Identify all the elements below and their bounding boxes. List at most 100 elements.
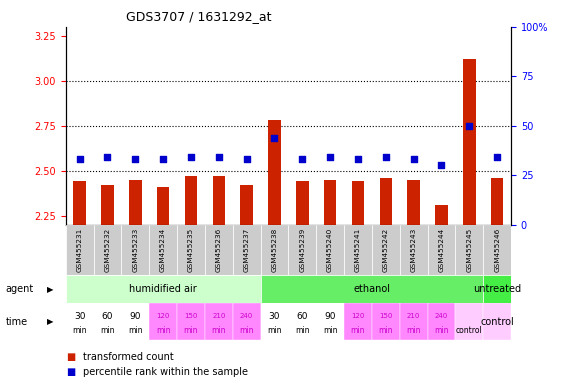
Bar xyxy=(456,225,483,275)
Bar xyxy=(428,225,456,275)
Text: min: min xyxy=(128,326,143,335)
Text: time: time xyxy=(6,317,28,327)
Text: GSM455246: GSM455246 xyxy=(494,227,500,272)
Bar xyxy=(491,178,504,225)
Point xyxy=(159,156,168,162)
Text: min: min xyxy=(379,326,393,335)
Text: 90: 90 xyxy=(324,312,336,321)
Bar xyxy=(456,303,483,340)
Text: ■: ■ xyxy=(66,367,75,377)
Text: GDS3707 / 1631292_at: GDS3707 / 1631292_at xyxy=(126,10,271,23)
Text: 30: 30 xyxy=(74,312,85,321)
Text: 150: 150 xyxy=(379,313,392,319)
Bar xyxy=(66,303,94,340)
Bar xyxy=(149,225,177,275)
Bar xyxy=(344,303,372,340)
Text: control: control xyxy=(456,326,482,335)
Text: agent: agent xyxy=(6,284,34,294)
Text: GSM455242: GSM455242 xyxy=(383,227,389,272)
Bar xyxy=(428,303,456,340)
Text: GSM455234: GSM455234 xyxy=(160,227,166,272)
Text: min: min xyxy=(407,326,421,335)
Text: min: min xyxy=(323,326,337,335)
Text: 90: 90 xyxy=(130,312,141,321)
Bar xyxy=(94,225,122,275)
Bar xyxy=(316,303,344,340)
Bar xyxy=(205,225,233,275)
Text: 150: 150 xyxy=(184,313,198,319)
Bar xyxy=(94,303,122,340)
Bar xyxy=(66,275,260,303)
Bar xyxy=(205,303,233,340)
Text: 60: 60 xyxy=(102,312,113,321)
Text: GSM455232: GSM455232 xyxy=(104,227,110,272)
Point xyxy=(465,123,474,129)
Bar xyxy=(260,275,483,303)
Text: GSM455245: GSM455245 xyxy=(467,227,472,272)
Point xyxy=(353,156,363,162)
Bar xyxy=(177,225,205,275)
Bar xyxy=(324,180,336,225)
Bar xyxy=(380,178,392,225)
Bar xyxy=(122,303,149,340)
Point xyxy=(242,156,251,162)
Bar xyxy=(372,225,400,275)
Bar xyxy=(483,303,511,340)
Point xyxy=(103,154,112,161)
Bar xyxy=(66,225,94,275)
Text: GSM455236: GSM455236 xyxy=(216,227,222,272)
Bar xyxy=(157,187,170,225)
Text: ▶: ▶ xyxy=(47,285,54,294)
Bar xyxy=(463,59,476,225)
Bar xyxy=(260,303,288,340)
Bar xyxy=(344,225,372,275)
Text: min: min xyxy=(239,326,254,335)
Text: 210: 210 xyxy=(212,313,226,319)
Text: GSM455239: GSM455239 xyxy=(299,227,305,272)
Text: percentile rank within the sample: percentile rank within the sample xyxy=(83,367,248,377)
Text: min: min xyxy=(434,326,449,335)
Text: transformed count: transformed count xyxy=(83,352,174,362)
Text: control: control xyxy=(480,316,514,327)
Bar xyxy=(316,225,344,275)
Text: GSM455233: GSM455233 xyxy=(132,227,138,272)
Text: min: min xyxy=(211,326,226,335)
Text: humidified air: humidified air xyxy=(129,284,197,294)
Bar xyxy=(435,205,448,225)
Text: min: min xyxy=(156,326,170,335)
Text: GSM455244: GSM455244 xyxy=(439,227,444,272)
Point xyxy=(297,156,307,162)
Point xyxy=(75,156,84,162)
Bar xyxy=(212,176,225,225)
Text: GSM455241: GSM455241 xyxy=(355,227,361,272)
Point xyxy=(381,154,391,161)
Text: min: min xyxy=(100,326,115,335)
Bar xyxy=(233,303,260,340)
Text: min: min xyxy=(267,326,282,335)
Text: GSM455243: GSM455243 xyxy=(411,227,417,272)
Bar xyxy=(73,182,86,225)
Text: min: min xyxy=(351,326,365,335)
Bar xyxy=(233,225,260,275)
Text: GSM455237: GSM455237 xyxy=(244,227,250,272)
Bar xyxy=(400,303,428,340)
Text: GSM455238: GSM455238 xyxy=(271,227,278,272)
Text: 120: 120 xyxy=(156,313,170,319)
Text: min: min xyxy=(295,326,309,335)
Text: ■: ■ xyxy=(66,352,75,362)
Text: min: min xyxy=(73,326,87,335)
Bar xyxy=(288,225,316,275)
Point xyxy=(270,134,279,141)
Bar xyxy=(372,303,400,340)
Bar xyxy=(129,180,142,225)
Bar xyxy=(268,120,281,225)
Text: min: min xyxy=(184,326,198,335)
Text: 60: 60 xyxy=(296,312,308,321)
Bar xyxy=(352,182,364,225)
Point xyxy=(131,156,140,162)
Point xyxy=(437,162,446,168)
Bar xyxy=(240,185,253,225)
Bar xyxy=(177,303,205,340)
Text: ethanol: ethanol xyxy=(353,284,391,294)
Bar xyxy=(149,303,177,340)
